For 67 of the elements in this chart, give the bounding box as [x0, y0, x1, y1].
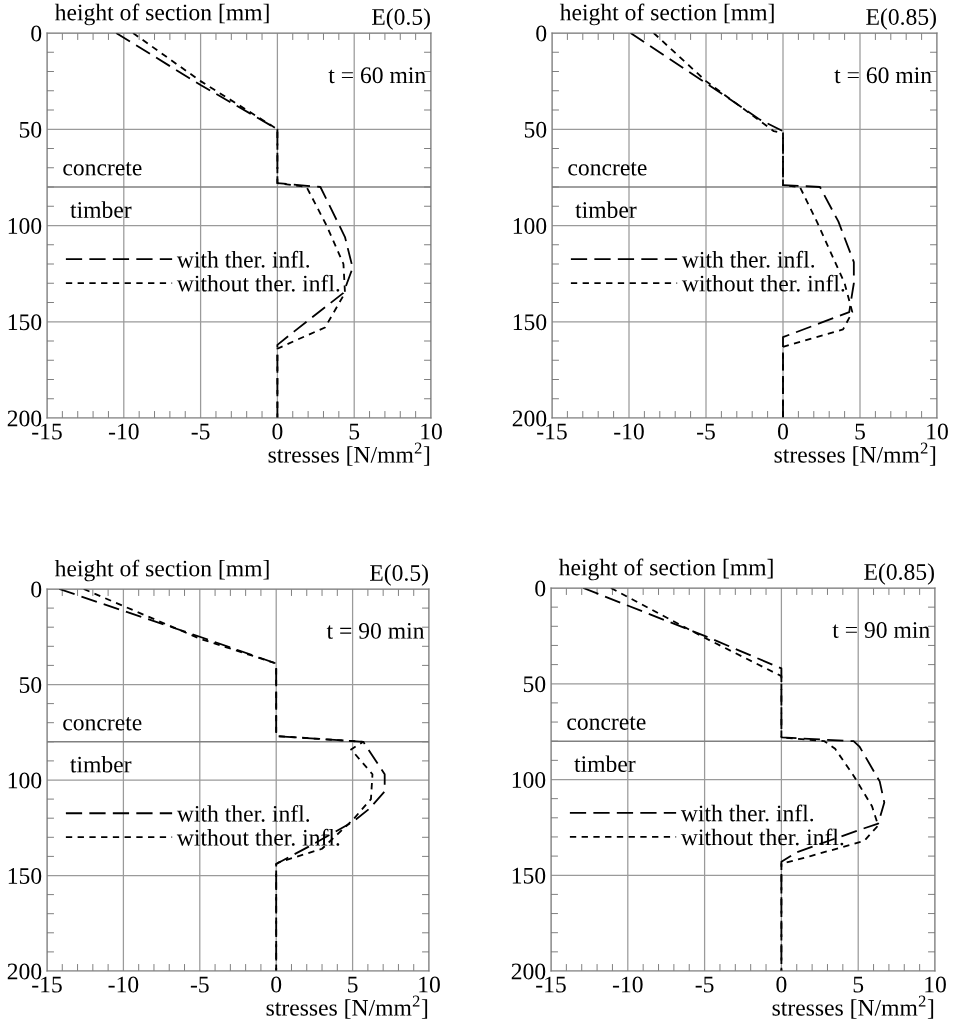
x-tick-label: 0 — [778, 423, 788, 440]
x-tick-label: -10 — [108, 423, 139, 440]
annotation: concrete — [63, 162, 142, 176]
chart-title: E(0.85) — [864, 563, 934, 585]
y-tick-label: 150 — [513, 314, 547, 331]
x-tick-label: 0 — [776, 976, 787, 993]
x-tick-label: -5 — [697, 423, 715, 440]
y-tick-label: 50 — [524, 121, 547, 138]
annotation: t = 90 min — [326, 622, 425, 639]
x-axis-title: stresses [N/mm$^{2}$] — [772, 995, 934, 1019]
annotation: t = 60 min — [328, 67, 426, 84]
legend-label: with ther. infl. — [680, 804, 814, 822]
legend-label: with ther. infl. — [681, 250, 815, 268]
x-axis-title: stresses [N/mm$^{2}$] — [268, 442, 430, 466]
legend-label: with ther. infl. — [176, 250, 310, 268]
x-tick-label: 10 — [927, 423, 948, 440]
legend-label: without ther. infl. — [176, 274, 340, 292]
annotation: timber — [575, 201, 637, 218]
x-tick-label: 5 — [349, 423, 360, 440]
y-tick-label: 0 — [535, 580, 546, 597]
x-tick-label: 5 — [348, 976, 358, 993]
y-tick-label: 50 — [19, 121, 42, 138]
legend-label: without ther. infl. — [680, 828, 844, 846]
x-tick-label: -5 — [190, 976, 209, 993]
y-tick-label: 100 — [8, 772, 42, 789]
annotation: concrete — [63, 717, 142, 731]
x-axis-title: stresses [N/mm$^{2}$] — [774, 442, 936, 466]
x-tick-label: 5 — [853, 976, 864, 993]
x-tick-label: -10 — [614, 423, 644, 440]
annotation: timber — [574, 755, 636, 773]
annotation: concrete — [568, 162, 647, 176]
y-tick-label: 100 — [513, 217, 547, 234]
annotation: t = 60 min — [834, 67, 932, 84]
chart-title: E(0.5) — [370, 564, 428, 586]
y-axis-title: height of section [mm] — [54, 559, 269, 582]
x-tick-label: -5 — [191, 423, 210, 440]
legend-label: with ther. infl. — [176, 804, 310, 822]
annotation: timber — [70, 755, 132, 773]
x-axis-title: stresses [N/mm$^{2}$] — [266, 995, 428, 1019]
annotation: t = 90 min — [832, 622, 930, 638]
annotation: timber — [70, 201, 132, 218]
x-tick-label: -5 — [695, 976, 714, 993]
chart-title: E(0.85) — [866, 8, 936, 30]
y-tick-label: 50 — [523, 676, 546, 693]
y-tick-label: 0 — [536, 25, 547, 42]
y-tick-label: 100 — [512, 771, 546, 788]
x-tick-label: -10 — [108, 976, 139, 993]
y-axis-title: height of section [mm] — [559, 3, 774, 26]
y-axis-title: height of section [mm] — [558, 558, 773, 581]
y-tick-label: 150 — [8, 867, 42, 884]
y-tick-label: 100 — [8, 217, 42, 234]
y-tick-label: 150 — [512, 867, 546, 884]
y-tick-label: 50 — [19, 676, 42, 693]
x-tick-label: 0 — [272, 423, 283, 440]
x-tick-label: -10 — [612, 976, 643, 993]
y-tick-label: 150 — [8, 314, 42, 331]
y-tick-label: 0 — [31, 25, 42, 42]
y-axis-title: height of section [mm] — [54, 3, 269, 26]
annotation: concrete — [567, 716, 646, 730]
legend-label: without ther. infl. — [681, 274, 845, 292]
x-tick-label: 5 — [855, 423, 865, 440]
chart-title: E(0.5) — [372, 8, 430, 30]
x-tick-label: 10 — [421, 423, 442, 440]
x-tick-label: 10 — [419, 976, 440, 993]
y-tick-label: 0 — [31, 581, 42, 598]
x-tick-label: 0 — [271, 976, 282, 993]
x-tick-label: 10 — [925, 976, 946, 993]
